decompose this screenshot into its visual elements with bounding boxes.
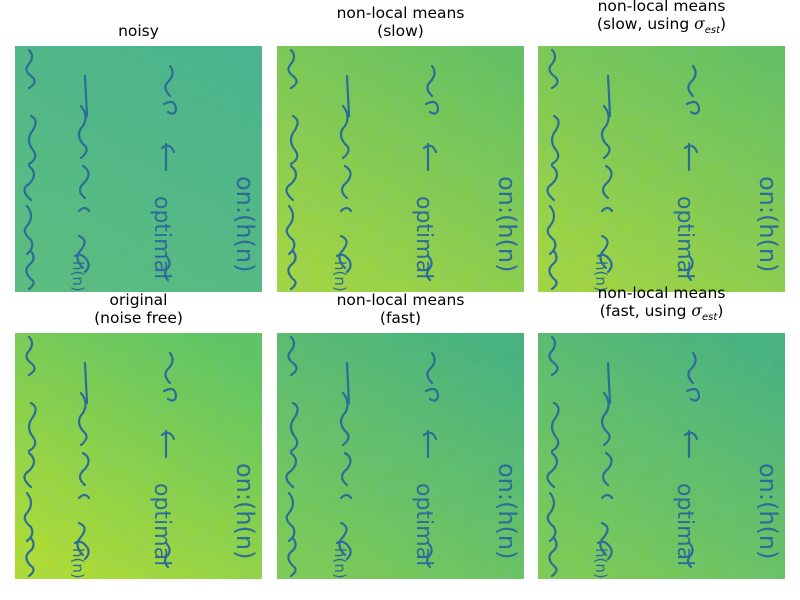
title-line: non-local means [336,291,465,309]
sigma-subscript: est [702,312,718,323]
panel-title: noisy [15,22,262,40]
svg-text:h(n): h(n) [331,548,349,579]
nlm-slow-image: h(n) optimal on:(h(n) [277,46,524,292]
svg-text:optimal: optimal [411,196,436,279]
sigma-symbol: σ [691,301,703,320]
svg-text:optimal: optimal [672,196,697,279]
panel-nlm-fast: non-local means (fast) h(n) optimal on:(h(… [277,291,524,579]
svg-text:h(n): h(n) [69,261,87,292]
nlm-slow-sigma-image: h(n) optimal on:(h(n) [538,46,785,292]
panel-nlm-slow: non-local means (slow) h(n) optimal on:(h(… [277,4,524,292]
svg-text:h(n): h(n) [592,261,610,292]
svg-text:h(n): h(n) [331,261,349,292]
svg-text:h(n): h(n) [592,548,610,579]
svg-text:on:(h(n): on:(h(n) [754,463,782,560]
svg-text:on:(h(n): on:(h(n) [231,176,259,273]
original-image: h(n) optimal on:(h(n) [15,333,262,579]
title-text: (slow, using [596,14,695,33]
title-line: non-local means [597,283,726,302]
title-suffix: ) [717,301,724,320]
panel-nlm-slow-sigma: non-local means (slow, using σest) h(n) o… [538,0,785,292]
title-text: (fast, using [599,301,692,320]
title-line: (slow, using σest) [538,15,785,40]
sigma-subscript: est [704,25,721,36]
title-line: non-local means [336,4,465,22]
svg-text:on:(h(n): on:(h(n) [493,176,521,273]
svg-text:h(n): h(n) [69,548,87,579]
noisy-image: h(n) optimal on:(h(n) [15,46,262,292]
nlm-fast-image: h(n) optimal on:(h(n) [277,333,524,579]
title-line: original [109,291,168,309]
panel-nlm-fast-sigma: non-local means (fast, using σest) h(n) o… [538,284,785,579]
svg-text:on:(h(n): on:(h(n) [493,463,521,560]
panel-title: non-local means (slow, using σest) [538,0,785,40]
svg-text:on:(h(n): on:(h(n) [231,463,259,560]
title-line: (fast) [379,309,422,327]
svg-text:on:(h(n): on:(h(n) [754,176,782,273]
nlm-fast-sigma-image: h(n) optimal on:(h(n) [538,333,785,579]
title-line: (noise free) [94,309,183,327]
panel-noisy: noisy h(n) optimal on:(h(n) [15,22,262,292]
panel-title: non-local means (slow) [277,4,524,40]
svg-text:optimal: optimal [411,483,436,566]
panel-original: original (noise free) h(n) optimal on:(h(n… [15,291,262,579]
panel-title: non-local means (fast, using σest) [538,284,785,327]
panel-title: original (noise free) [15,291,262,327]
title-line: noisy [118,22,159,40]
sigma-symbol: σ [694,14,705,33]
title-line: non-local means [597,0,726,15]
panel-title: non-local means (fast) [277,291,524,327]
svg-text:optimal: optimal [149,483,174,566]
title-line: (slow) [377,22,424,40]
title-suffix: ) [720,14,727,33]
title-line: (fast, using σest) [538,302,785,327]
svg-text:optimal: optimal [149,196,174,279]
svg-text:optimal: optimal [672,483,697,566]
